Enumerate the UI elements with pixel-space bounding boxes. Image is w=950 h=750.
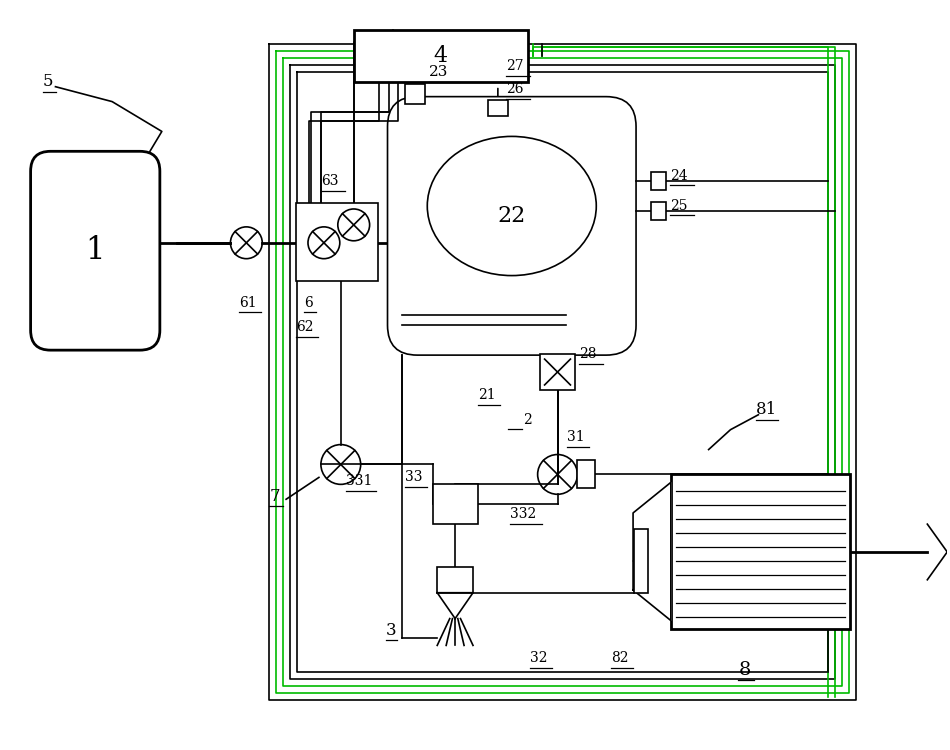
Text: 24: 24 (670, 170, 688, 183)
Text: 21: 21 (478, 388, 496, 402)
Bar (634, 529, 648, 592)
FancyBboxPatch shape (30, 152, 160, 350)
Text: 2: 2 (522, 413, 531, 427)
Text: 63: 63 (321, 174, 338, 188)
Bar (671, 475, 850, 628)
Text: 331: 331 (346, 474, 372, 488)
Polygon shape (437, 592, 473, 619)
Text: 61: 61 (239, 296, 257, 310)
Text: 31: 31 (567, 430, 585, 444)
Bar (296, 203, 377, 280)
Text: 25: 25 (670, 199, 688, 213)
Text: 82: 82 (611, 651, 629, 665)
Text: 6: 6 (304, 296, 313, 310)
Bar (488, 100, 508, 116)
Text: 332: 332 (510, 507, 536, 521)
Text: 4: 4 (433, 45, 447, 67)
Text: 27: 27 (505, 58, 523, 73)
Text: 7: 7 (269, 488, 280, 505)
Text: 5: 5 (43, 74, 53, 90)
Bar (406, 84, 426, 104)
Bar (437, 567, 473, 592)
Text: 23: 23 (429, 64, 448, 79)
Text: 81: 81 (756, 401, 778, 418)
Bar (433, 484, 478, 524)
Bar (651, 172, 666, 190)
Bar (353, 30, 527, 82)
Text: 62: 62 (296, 320, 314, 334)
Text: 32: 32 (530, 651, 547, 665)
Text: 1: 1 (86, 236, 105, 266)
Text: 33: 33 (406, 470, 423, 484)
Polygon shape (633, 482, 671, 620)
Text: 26: 26 (505, 82, 523, 96)
Bar (578, 460, 596, 488)
Bar (651, 202, 666, 220)
Text: 22: 22 (498, 205, 526, 227)
Text: 8: 8 (738, 662, 750, 680)
Bar (540, 354, 576, 390)
Text: 3: 3 (386, 622, 396, 639)
FancyBboxPatch shape (388, 97, 636, 355)
Text: 28: 28 (580, 347, 597, 361)
